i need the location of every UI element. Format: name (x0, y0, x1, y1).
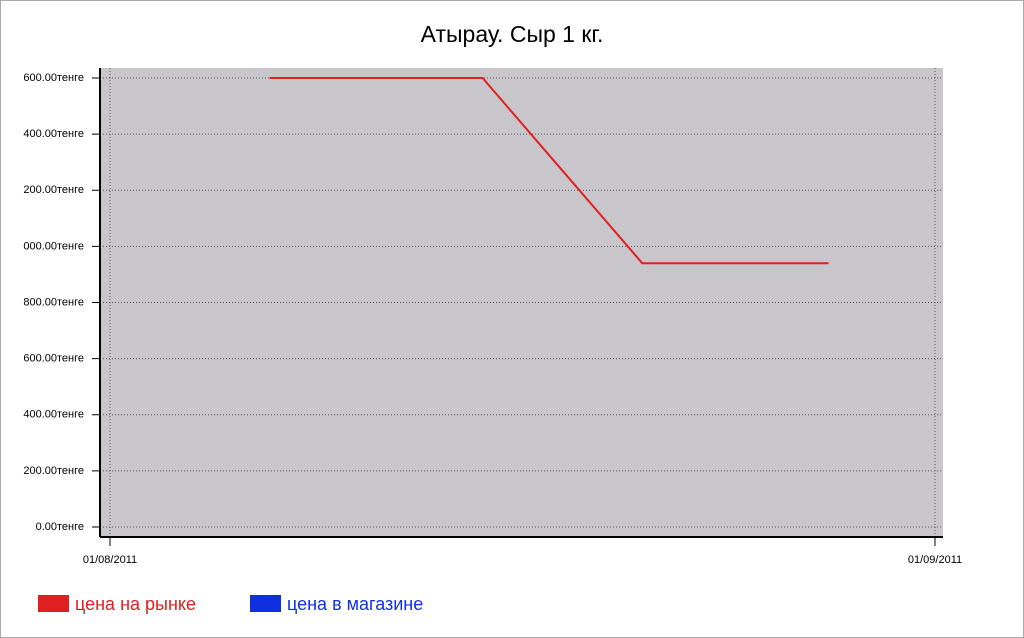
chart-title: Атырау. Сыр 1 кг. (421, 21, 604, 47)
y-tick-label: 600.00тенге (23, 353, 84, 365)
y-tick-label: 400.00тенге (23, 128, 84, 140)
legend-swatch (250, 595, 281, 612)
x-tick-label: 01/08/2011 (83, 554, 137, 566)
y-tick-label: 600.00тенге (23, 72, 84, 84)
x-tick-label: 01/09/2011 (908, 554, 962, 566)
legend-label: цена на рынке (75, 594, 196, 614)
series-line (269, 77, 829, 265)
legend-label: цена в магазине (287, 594, 423, 614)
legend-swatch (38, 595, 69, 612)
y-tick-label: 000.00тенге (23, 240, 84, 252)
y-tick-label: 200.00тенге (23, 465, 84, 477)
y-tick-label: 400.00тенге (23, 409, 84, 421)
y-tick-label: 200.00тенге (23, 184, 84, 196)
y-tick-label: 0.00тенге (36, 521, 84, 533)
grid (100, 68, 943, 537)
y-tick-label: 800.00тенге (23, 296, 84, 308)
